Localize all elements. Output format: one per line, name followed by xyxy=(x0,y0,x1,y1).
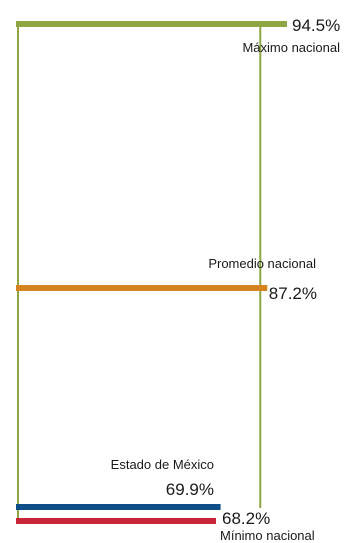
range-frame xyxy=(17,24,262,522)
value-label-maximo: 94.5% xyxy=(292,16,340,35)
name-label-minimo: Mínimo nacional xyxy=(220,528,315,543)
bar-estado xyxy=(16,504,221,510)
bar-promedio xyxy=(16,285,268,291)
value-label-minimo: 68.2% xyxy=(222,509,270,528)
value-label-estado: 69.9% xyxy=(166,480,214,499)
labels: 94.5% Máximo nacional Promedio nacional 87.… xyxy=(111,16,341,543)
name-label-maximo: Máximo nacional xyxy=(242,40,340,55)
bar-maximo xyxy=(16,21,287,27)
bar-minimo xyxy=(16,518,216,524)
bars xyxy=(16,21,287,524)
name-label-promedio: Promedio nacional xyxy=(208,256,316,271)
value-label-promedio: 87.2% xyxy=(269,284,317,303)
name-label-estado: Estado de México xyxy=(111,457,214,472)
